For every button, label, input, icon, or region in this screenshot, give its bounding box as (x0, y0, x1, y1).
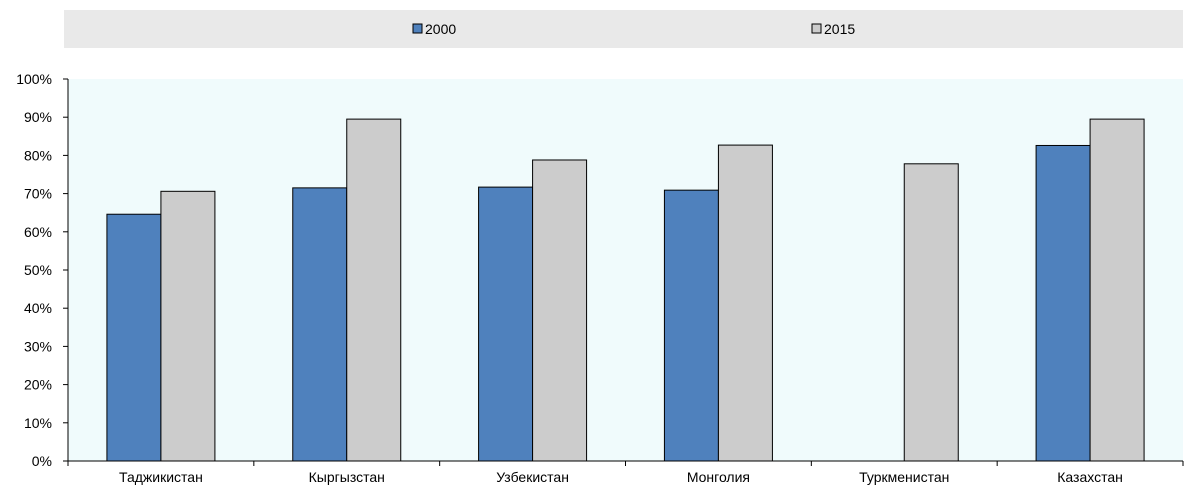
x-category-label: Казахстан (1057, 469, 1123, 485)
bar-2015-5 (1089, 118, 1145, 462)
bar-2000-1 (292, 187, 348, 462)
legend-band (64, 10, 1183, 48)
bar-2000-0 (106, 213, 162, 462)
bar-2015-2 (532, 159, 588, 462)
y-tick-label: 100% (16, 71, 52, 87)
y-tick-label: 40% (24, 300, 52, 316)
legend-label-2015: 2015 (824, 21, 855, 37)
y-tick-label: 20% (24, 377, 52, 393)
legend: 2000 2015 (412, 21, 855, 37)
x-category-label: Таджикистан (119, 469, 203, 485)
bar-2000-5 (1035, 144, 1091, 462)
bar-2015-1 (346, 118, 402, 462)
x-category-label: Туркменистан (859, 469, 949, 485)
bar-2000-2 (478, 186, 534, 462)
y-tick-label: 30% (24, 338, 52, 354)
x-category-label: Узбекистан (496, 469, 569, 485)
axes-group: 0% 10% 20% 30% 40% 50% 60% 70% 80% 90% 100% Таджики… (16, 71, 1184, 485)
bar-2015-3 (717, 144, 773, 462)
x-category-label: Кыргызстан (309, 469, 385, 485)
y-tick-label: 50% (24, 262, 52, 278)
bar-2015-4 (903, 163, 959, 462)
x-category-label: Монголия (687, 469, 750, 485)
y-tick-label: 90% (24, 109, 52, 125)
legend-swatch-2000 (412, 23, 423, 34)
y-tick-label: 70% (24, 186, 52, 202)
bar-2000-3 (663, 189, 719, 462)
y-tick-label: 80% (24, 147, 52, 163)
bars-group (106, 118, 1145, 462)
legend-swatch-2015 (811, 23, 822, 34)
bar-2015-0 (160, 190, 216, 462)
y-tick-label: 0% (32, 453, 52, 469)
plot-area (68, 79, 1183, 461)
y-tick-label: 10% (24, 415, 52, 431)
legend-label-2000: 2000 (425, 21, 456, 37)
y-tick-label: 60% (24, 224, 52, 240)
